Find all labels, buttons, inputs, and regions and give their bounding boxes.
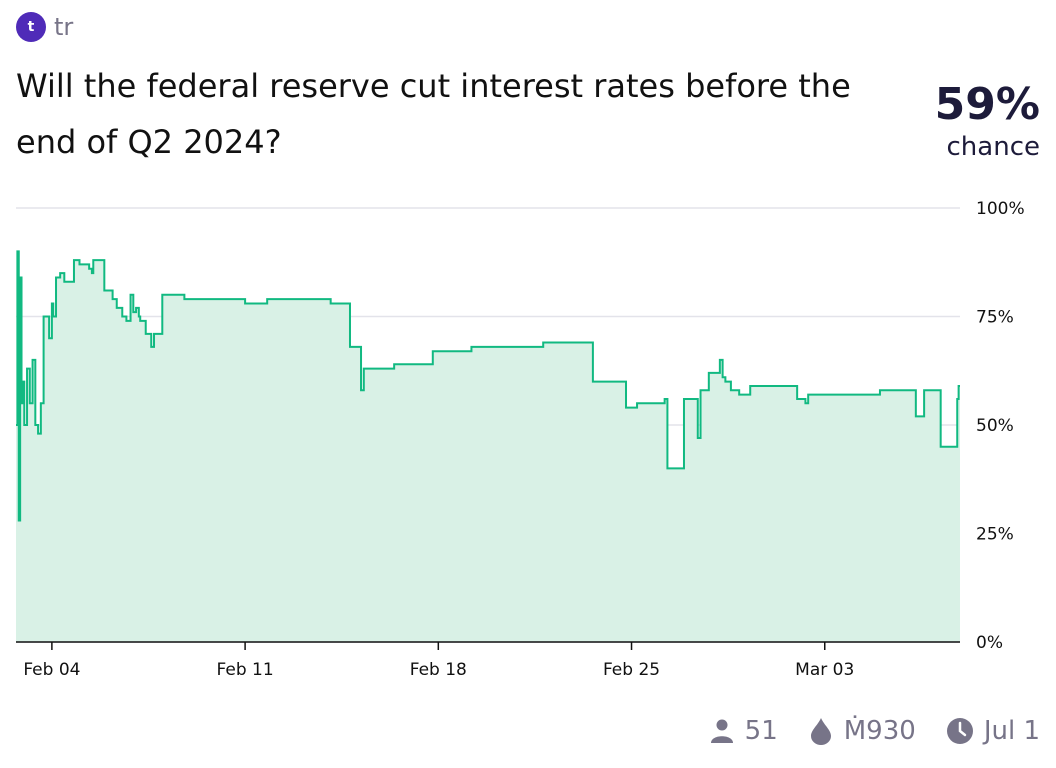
volume-value: Ṁ930: [843, 716, 916, 746]
x-tick-label: Feb 25: [603, 660, 660, 680]
y-tick-label: 100%: [976, 199, 1025, 219]
market-stats: 51 Ṁ930 Jul 1: [709, 716, 1040, 746]
x-tick-label: Mar 03: [795, 660, 854, 680]
probability-value: 59%: [934, 79, 1040, 130]
person-icon: [709, 718, 735, 744]
market-question: Will the federal reserve cut interest ra…: [16, 67, 851, 161]
y-tick-label: 0%: [976, 633, 1003, 653]
author-name[interactable]: tr: [54, 13, 74, 41]
probability-display: 59% chance: [935, 80, 1040, 164]
close-date-stat[interactable]: Jul 1: [946, 716, 1040, 746]
probability-label: chance: [946, 132, 1040, 162]
droplet-icon: [808, 717, 834, 745]
close-date: Jul 1: [983, 716, 1040, 746]
clock-icon: [946, 717, 974, 745]
traders-count: 51: [744, 716, 778, 746]
author[interactable]: t tr: [16, 12, 73, 42]
probability-chart[interactable]: 0% 25% 50% 75% 100% Feb 04 Feb 11 Feb 18 Feb 25 M…: [0, 190, 1056, 690]
area-fill: [16, 251, 960, 642]
x-tick-label: Feb 18: [410, 660, 467, 680]
x-tick-label: Feb 04: [23, 660, 80, 680]
avatar[interactable]: t: [16, 12, 46, 42]
volume-stat[interactable]: Ṁ930: [808, 716, 916, 746]
y-tick-label: 50%: [976, 416, 1014, 436]
x-tick-label: Feb 11: [217, 660, 274, 680]
y-tick-label: 25%: [976, 525, 1014, 545]
traders-stat[interactable]: 51: [709, 716, 778, 746]
y-tick-label: 75%: [976, 308, 1014, 328]
series-line: [16, 250, 960, 522]
